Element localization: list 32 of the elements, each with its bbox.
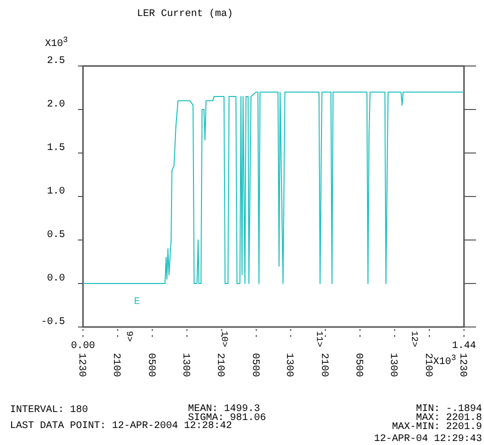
y-tick-label: 2.0 [46, 100, 65, 110]
text: X10$^{3}$ [45, 36, 68, 50]
text: 0500 [144, 353, 156, 378]
y-tick-label: 0.0 [46, 274, 65, 284]
text: INTERVAL: 180 [10, 405, 88, 416]
text: 9> [124, 331, 134, 342]
chart-title: LER Current (ma) [136, 8, 234, 20]
text: 11> [314, 331, 324, 348]
y-tick-label: -0.5 [40, 317, 65, 328]
x-tick-label: 1.44 [452, 341, 476, 352]
text: 1230 [76, 353, 86, 378]
text: 0500 [352, 353, 364, 378]
text: 1300 [179, 353, 190, 378]
y-tick-label: 2.5 [46, 56, 65, 67]
x-tick-label: 0.00 [70, 341, 96, 352]
text: 2100 [422, 353, 433, 378]
text: 1300 [387, 353, 398, 378]
text: 2100 [110, 353, 122, 378]
y-tick-label: 0.5 [46, 230, 65, 241]
annotation: E [134, 297, 140, 308]
text: 2100 [318, 353, 329, 378]
y-tick-label: 1.5 [46, 143, 65, 154]
text: 10> [218, 331, 229, 348]
text: 1300 [283, 353, 294, 378]
text: 1230 [456, 353, 468, 378]
text: X10$^{3}$ [433, 354, 456, 368]
text: MAX-MIN: 2201.9 [392, 422, 482, 433]
y-tick-label: 1.0 [46, 186, 65, 198]
text: 2100 [214, 353, 226, 378]
text: 0500 [248, 353, 260, 378]
text: 12> [408, 331, 419, 348]
text: 12-APR-04 12:29:43 [374, 434, 482, 445]
